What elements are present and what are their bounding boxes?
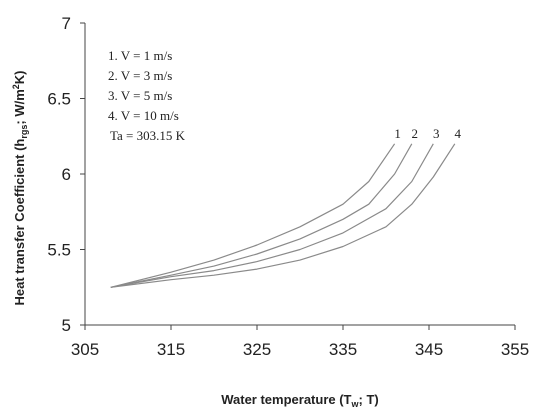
legend-box: 1. V = 1 m/s 2. V = 3 m/s 3. V = 5 m/s 4… [108, 48, 186, 143]
y-tick-label: 6 [62, 165, 71, 184]
legend-line-5: Ta = 303.15 K [110, 128, 186, 143]
series-line-1 [110, 143, 396, 288]
x-tick-label: 315 [157, 340, 185, 359]
x-tick-label: 335 [329, 340, 357, 359]
curve-label-2: 2 [412, 126, 419, 141]
legend-line-4: 4. V = 10 m/s [108, 108, 179, 123]
series-line-3 [110, 143, 434, 288]
x-ticks: 305 315 325 335 345 355 [71, 325, 529, 359]
x-tick-label: 305 [71, 340, 99, 359]
x-tick-label: 345 [415, 340, 443, 359]
x-axis-title: Water temperature (Tw; T) [221, 392, 379, 409]
y-axis-title: Heat transfer Coefficient (hrgs; W/m2K) [11, 70, 29, 305]
curve-label-3: 3 [433, 126, 440, 141]
legend-line-2: 2. V = 3 m/s [108, 68, 172, 83]
x-tick-label: 355 [501, 340, 529, 359]
series-line-4 [110, 143, 456, 288]
y-tick-label: 7 [62, 14, 71, 33]
x-tick-label: 325 [243, 340, 271, 359]
y-tick-label: 5 [62, 316, 71, 335]
curve-label-4: 4 [455, 126, 462, 141]
series-line-2 [110, 143, 413, 288]
y-ticks: 5 5.5 6 6.5 7 [47, 14, 85, 335]
legend-line-1: 1. V = 1 m/s [108, 48, 172, 63]
y-tick-label: 6.5 [47, 90, 71, 109]
curve-label-1: 1 [394, 126, 401, 141]
y-tick-label: 5.5 [47, 241, 71, 260]
legend-line-3: 3. V = 5 m/s [108, 88, 172, 103]
series-lines [110, 143, 456, 288]
